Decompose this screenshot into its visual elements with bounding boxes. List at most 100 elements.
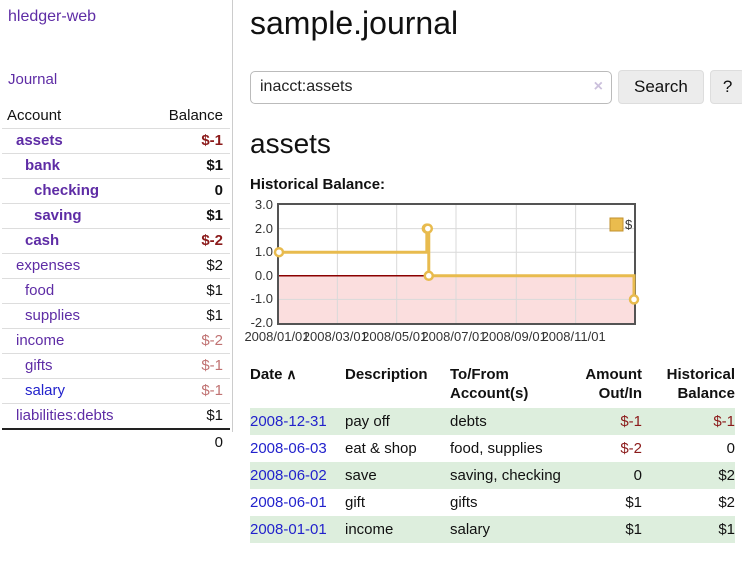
main-content: sample.journal × Search ? assets Histori… [233, 0, 742, 582]
register-row: 2008-06-02 save saving, checking 0 $2 [250, 462, 735, 489]
register-body: 2008-12-31 pay off debts $-1 $-1 2008-06-03 ea… [250, 408, 735, 543]
account-balance: $1 [145, 303, 230, 329]
transaction-balance: $1 [718, 521, 735, 538]
transaction-accounts: salary [450, 521, 491, 538]
transaction-description: pay off [345, 413, 390, 430]
svg-text:$: $ [625, 217, 633, 232]
transaction-description: eat & shop [345, 440, 417, 457]
transaction-accounts: gifts [450, 494, 478, 511]
account-balance: $1 [145, 153, 230, 179]
account-row: saving $1 [2, 203, 230, 229]
account-balance: $-1 [145, 128, 230, 154]
register-header-to-from-account-s-: To/From Account(s) [450, 366, 529, 402]
x-axis-tick-label: 2008/11/01 [541, 329, 606, 344]
register-header-description: Description [345, 366, 428, 383]
account-row: food $1 [2, 278, 230, 304]
account-heading: assets [250, 128, 331, 159]
account-balance: $-1 [145, 353, 230, 379]
register-row: 2008-06-01 gift gifts $1 $2 [250, 489, 735, 516]
account-link[interactable]: income [16, 332, 65, 349]
account-row: liabilities:debts $1 [2, 403, 230, 430]
transaction-description: income [345, 521, 394, 538]
accounts-header-balance: Balance [168, 107, 223, 124]
transaction-description: save [345, 467, 377, 484]
y-axis-tick-label: 3.0 [254, 197, 273, 212]
account-balance: $2 [145, 253, 230, 279]
historical-balance-chart[interactable]: 3.0 2.0 1.0 0.0 -1.0 -2.0 $ [251, 197, 640, 330]
account-row: checking 0 [2, 178, 230, 204]
transaction-amount: $1 [625, 494, 642, 511]
transaction-balance: $2 [718, 467, 735, 484]
y-axis-tick-label: 2.0 [254, 220, 273, 236]
account-link[interactable]: gifts [25, 357, 53, 374]
x-axis-tick-label: 2008/03/01 [302, 329, 368, 344]
account-balance: $-2 [145, 328, 230, 354]
clear-search-icon[interactable]: × [593, 77, 603, 95]
register-header-amount-out-in: Amount Out/In [585, 366, 642, 402]
transaction-date-link[interactable]: 2008-06-03 [250, 440, 327, 457]
chart-title: Historical Balance: [250, 176, 386, 193]
x-axis-tick-label: 2008/09/01 [481, 329, 547, 344]
register-row: 2008-01-01 income salary $1 $1 [250, 516, 735, 543]
transaction-amount: 0 [633, 467, 642, 484]
register-row: 2008-12-31 pay off debts $-1 $-1 [250, 408, 735, 435]
page-title: sample.journal [250, 5, 459, 41]
transaction-balance: $2 [718, 494, 735, 511]
account-link[interactable]: expenses [16, 257, 81, 274]
register-header-row: Date ∧ Description To/From Account(s) Amoun… [250, 363, 735, 408]
account-balance: $1 [145, 278, 230, 304]
accounts-table: Account Balance assets $-1 bank $1 checking 0… [2, 104, 230, 455]
transaction-date-link[interactable]: 2008-06-02 [250, 467, 327, 484]
sidebar-item-journal[interactable]: Journal [8, 71, 58, 88]
brand-link[interactable]: hledger-web [8, 8, 97, 25]
search-form: × Search ? [250, 70, 742, 104]
transaction-date-link[interactable]: 2008-06-01 [250, 494, 327, 511]
transaction-description: gift [345, 494, 366, 511]
account-row: salary $-1 [2, 378, 230, 404]
account-link[interactable]: checking [34, 182, 100, 199]
search-input[interactable] [250, 70, 612, 104]
sort-asc-icon[interactable]: ∧ [282, 366, 297, 382]
transaction-accounts: debts [450, 413, 487, 430]
y-axis-tick-label: -1.0 [250, 291, 273, 307]
account-balance: $-2 [145, 228, 230, 254]
transaction-balance: 0 [726, 440, 735, 457]
register-header-date[interactable]: Date ∧ [250, 366, 297, 383]
x-axis-tick-label: 2008/07/01 [421, 329, 487, 344]
account-row: cash $-2 [2, 228, 230, 254]
account-balance: 0 [145, 178, 230, 204]
account-row: gifts $-1 [2, 353, 230, 379]
accounts-body: assets $-1 bank $1 checking 0 saving $1 cash $-2 e… [2, 128, 230, 456]
transaction-amount: $1 [625, 521, 642, 538]
chart-xtick-layer: 2008/01/01 2008/03/01 2008/05/01 2008/07/01… [244, 329, 632, 345]
y-axis-tick-label: -2.0 [250, 315, 273, 330]
account-link[interactable]: salary [25, 382, 66, 399]
account-balance: $-1 [145, 378, 230, 404]
account-link[interactable]: cash [25, 232, 60, 249]
account-balance: $1 [145, 403, 230, 430]
account-row: expenses $2 [2, 253, 230, 279]
account-link[interactable]: bank [25, 157, 61, 174]
transaction-balance: $-1 [713, 413, 735, 430]
search-help-button[interactable]: ? [709, 70, 742, 104]
sidebar-divider [232, 0, 233, 432]
register-header-historical-balance: Historical Balance [666, 366, 735, 402]
transaction-date-link[interactable]: 2008-01-01 [250, 521, 327, 538]
search-button[interactable]: Search [618, 70, 704, 104]
y-axis-tick-label: 0.0 [254, 267, 273, 283]
account-row: income $-2 [2, 328, 230, 354]
sidebar: hledger-web Journal Account Balance asse… [0, 0, 233, 582]
account-row: bank $1 [2, 153, 230, 179]
account-balance: $1 [145, 203, 230, 229]
account-link[interactable]: food [25, 282, 55, 299]
x-axis-tick-label: 2008/05/01 [362, 329, 428, 344]
account-link[interactable]: supplies [25, 307, 81, 324]
accounts-total-row: 0 [2, 429, 230, 455]
account-link[interactable]: assets [16, 132, 63, 149]
register-table: Date ∧ Description To/From Account(s) Amoun… [250, 363, 735, 543]
transaction-date-link[interactable]: 2008-12-31 [250, 413, 327, 430]
account-link[interactable]: saving [34, 207, 82, 224]
account-link[interactable]: liabilities:debts [16, 407, 114, 424]
accounts-total-value: 0 [214, 434, 223, 451]
transaction-amount: $-2 [620, 440, 642, 457]
